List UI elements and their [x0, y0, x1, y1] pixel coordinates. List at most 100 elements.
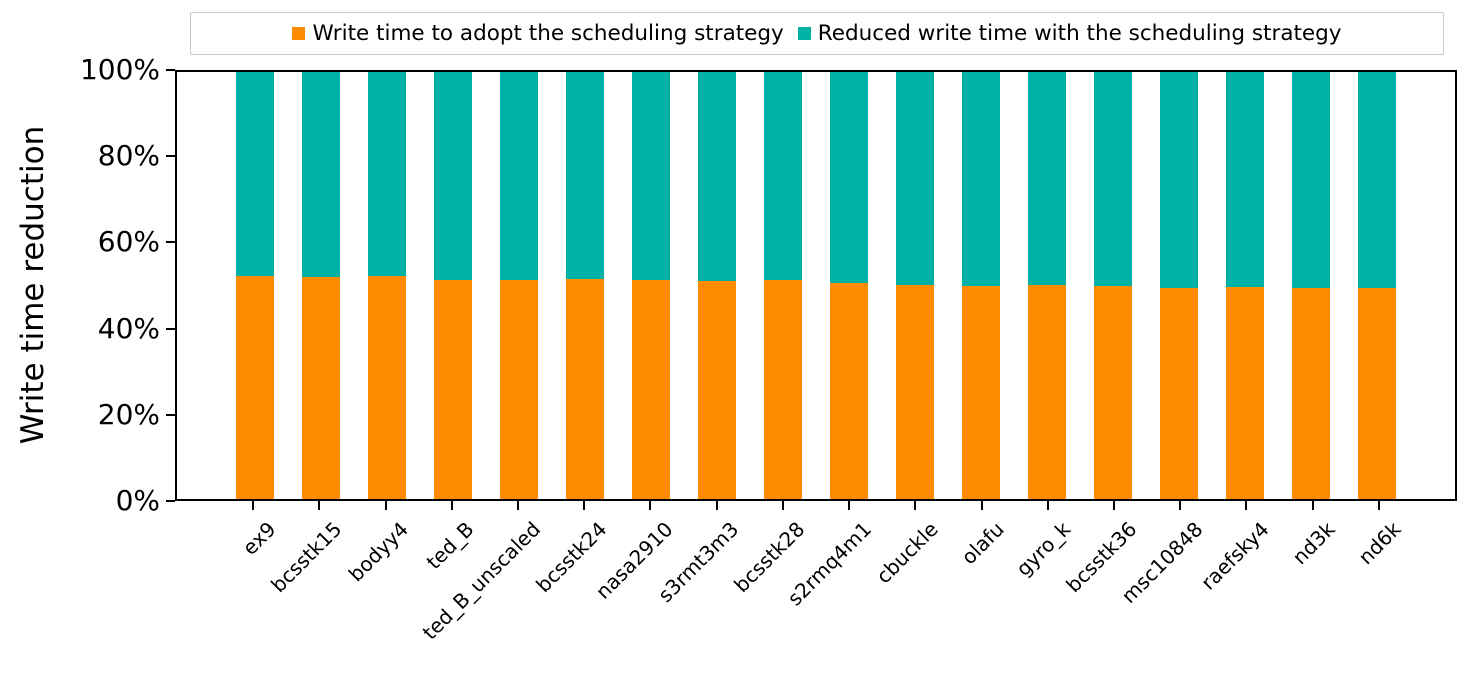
bar-segment-reduced — [434, 72, 472, 280]
x-axis-tick-label: ted_B_unscaled — [417, 517, 545, 645]
bar-slot — [1014, 72, 1080, 499]
bar-segment-adopt — [368, 275, 406, 499]
bar-slot — [222, 72, 288, 499]
bar-segment-adopt — [1094, 286, 1132, 499]
stacked-bar — [302, 72, 340, 499]
bar-segment-reduced — [368, 72, 406, 276]
x-axis: ex9 bcsstk15 bodyy4 ted_B ted_B_unscaled bcss… — [175, 501, 1457, 682]
bar-slot — [750, 72, 816, 499]
x-axis-tick-label: ex9 — [237, 517, 281, 560]
x-axis-tick — [384, 501, 387, 510]
stacked-bar — [1226, 72, 1264, 499]
plot-area — [175, 70, 1457, 501]
bar-segment-reduced — [1226, 72, 1264, 287]
x-axis-tick — [1179, 501, 1182, 510]
y-axis-tick — [166, 155, 175, 158]
bar-segment-reduced — [1094, 72, 1132, 287]
stacked-bar — [632, 72, 670, 499]
legend-entry-adopt: Write time to adopt the scheduling strat… — [292, 21, 784, 46]
stacked-bar — [1160, 72, 1198, 499]
bar-segment-adopt — [236, 275, 274, 499]
bar-segment-reduced — [236, 72, 274, 276]
x-axis-tick — [914, 501, 917, 510]
x-axis-tick-label: ted_B — [421, 517, 479, 574]
bar-segment-adopt — [1292, 287, 1330, 499]
x-axis-tick — [1113, 501, 1115, 510]
x-axis-tick-label: bodyy4 — [343, 517, 413, 587]
x-axis-tick — [517, 501, 519, 510]
bar-segment-adopt — [434, 279, 472, 499]
bar-segment-reduced — [962, 72, 1000, 286]
legend-swatch-adopt — [292, 27, 306, 40]
y-axis: 0% 20% 40% 60% 80% 100% — [0, 53, 175, 517]
legend: Write time to adopt the scheduling strat… — [190, 12, 1444, 55]
bar-segment-adopt — [1160, 287, 1198, 499]
bar-segment-adopt — [962, 285, 1000, 499]
y-axis-tick — [166, 241, 175, 244]
x-axis-tick-label: nd6k — [1353, 517, 1406, 570]
stacked-bar — [434, 72, 472, 499]
bar-segment-reduced — [632, 72, 670, 280]
x-axis-tick-label: nd3k — [1287, 517, 1340, 570]
y-axis-tick — [166, 413, 175, 416]
stacked-bar — [368, 72, 406, 499]
bar-slot — [684, 72, 750, 499]
bar-segment-reduced — [302, 72, 340, 277]
bar-slot — [618, 72, 684, 499]
bar-segment-adopt — [632, 279, 670, 499]
y-axis-tick-label: 60% — [97, 225, 160, 259]
bar-slot — [288, 72, 354, 499]
legend-swatch-reduced — [797, 27, 811, 40]
x-axis-tick — [450, 501, 453, 510]
stacked-bar — [236, 72, 274, 499]
stacked-bar — [830, 72, 868, 499]
x-axis-tick-label: cbuckle — [871, 517, 943, 589]
bar-slot — [816, 72, 882, 499]
legend-label-reduced: Reduced write time with the scheduling s… — [817, 21, 1342, 46]
bar-segment-reduced — [500, 72, 538, 281]
y-axis-tick-label: 100% — [79, 53, 160, 86]
x-axis-tick — [1245, 501, 1248, 510]
x-axis-tick-label: olafu — [956, 517, 1009, 570]
x-axis-tick-label: bcsstk15 — [266, 517, 347, 598]
stacked-bar — [698, 72, 736, 499]
x-axis-tick — [583, 501, 586, 510]
bar-slot — [882, 72, 948, 499]
bar-segment-adopt — [1226, 286, 1264, 499]
stacked-bar — [1292, 72, 1330, 499]
bar-slot — [420, 72, 486, 499]
bar-segment-adopt — [896, 285, 934, 499]
y-axis-tick-label: 0% — [115, 484, 160, 517]
bar-slot — [354, 72, 420, 499]
y-axis-tick-label: 40% — [97, 311, 160, 345]
bar-slot — [1278, 72, 1344, 499]
x-axis-tick-label: gyro_k — [1011, 517, 1075, 581]
bar-segment-reduced — [764, 72, 802, 281]
stacked-bar — [764, 72, 802, 499]
y-axis-tick-label: 20% — [97, 397, 160, 431]
stacked-bar — [896, 72, 934, 499]
bar-segment-adopt — [566, 279, 604, 499]
bar-segment-adopt — [500, 280, 538, 499]
bar-segment-adopt — [1358, 288, 1396, 499]
x-axis-tick — [715, 501, 718, 510]
legend-label-adopt: Write time to adopt the scheduling strat… — [312, 21, 784, 46]
bar-segment-reduced — [1358, 72, 1396, 289]
legend-entry-reduced: Reduced write time with the scheduling s… — [797, 21, 1342, 46]
bar-segment-adopt — [830, 282, 868, 499]
stacked-bar — [1028, 72, 1066, 499]
x-axis-tick — [1046, 501, 1049, 510]
stacked-bar — [962, 72, 1000, 499]
bar-segment-reduced — [1160, 72, 1198, 288]
bar-segment-reduced — [698, 72, 736, 281]
stacked-bar — [500, 72, 538, 499]
bar-slot — [1212, 72, 1278, 499]
x-axis-tick — [1311, 501, 1314, 510]
bar-slot — [1080, 72, 1146, 499]
bar-segment-adopt — [1028, 285, 1066, 499]
bar-slot — [486, 72, 552, 499]
y-axis-tick — [166, 327, 175, 330]
bars-container — [177, 72, 1455, 499]
x-axis-tick — [252, 501, 255, 510]
bar-slot — [1146, 72, 1212, 499]
